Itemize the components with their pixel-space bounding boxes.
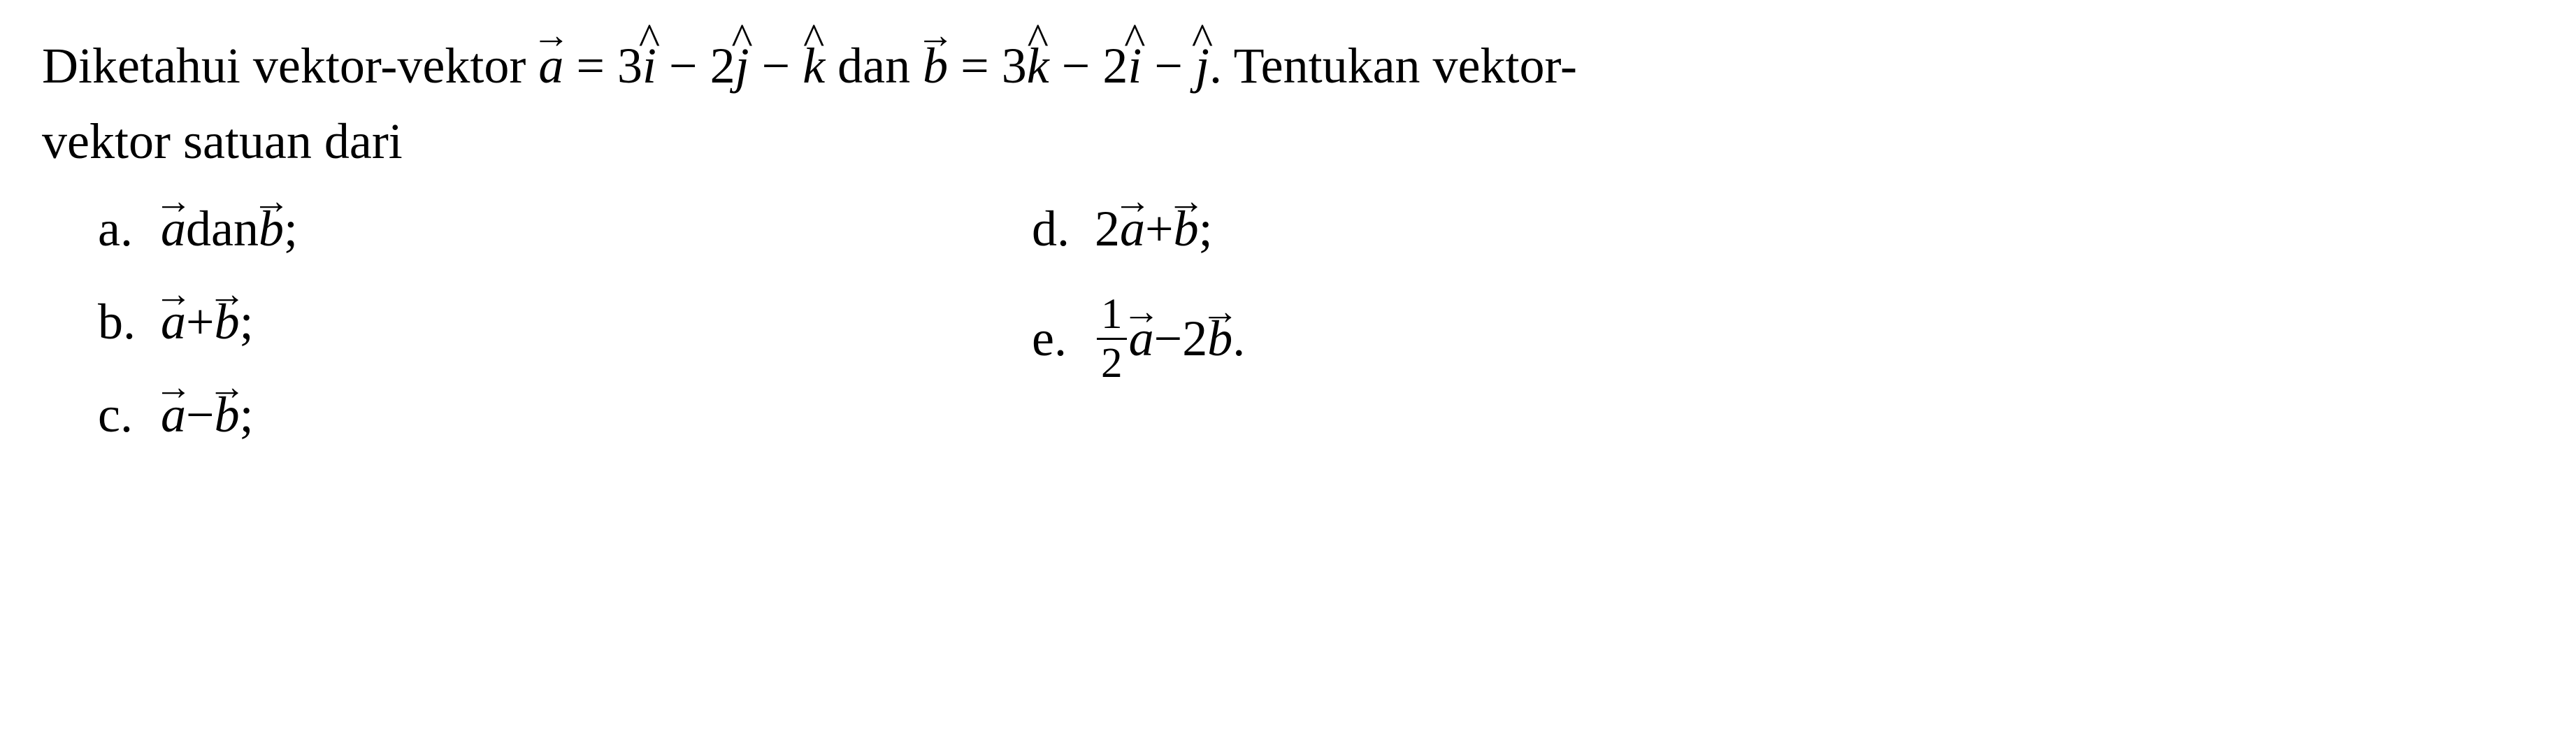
vector-b-symbol: b bbox=[1207, 310, 1232, 368]
minus-sign: − bbox=[749, 38, 803, 94]
minus-sign: − bbox=[1049, 38, 1103, 94]
option-d: d. 2a + b; bbox=[1032, 200, 1245, 258]
coef-3: 3 bbox=[1002, 38, 1027, 94]
line2-text: vektor satuan dari bbox=[42, 113, 403, 169]
unit-j: j bbox=[735, 28, 749, 104]
options-left-column: a. a dan b; b. a + b; c. a − b; bbox=[98, 200, 298, 444]
vector-b-symbol: b bbox=[215, 293, 240, 351]
option-b: b. a + b; bbox=[98, 293, 298, 351]
option-label-c: c. bbox=[98, 386, 161, 444]
vector-a-symbol: a bbox=[1129, 310, 1154, 368]
option-content-c: a − b; bbox=[161, 386, 254, 444]
vector-a-symbol: a bbox=[161, 200, 186, 258]
option-e: e. 1 2 a − 2b. bbox=[1032, 293, 1245, 385]
option-content-e: 1 2 a − 2b. bbox=[1095, 293, 1245, 385]
option-content-b: a + b; bbox=[161, 293, 254, 351]
unit-i: i bbox=[1128, 28, 1142, 104]
unit-j: j bbox=[1195, 28, 1209, 104]
vector-b-symbol: b bbox=[923, 28, 948, 104]
options-right-column: d. 2a + b; e. 1 2 a − 2b. bbox=[1032, 200, 1245, 444]
unit-k: k bbox=[1027, 28, 1049, 104]
vector-b-symbol: b bbox=[259, 200, 284, 258]
option-label-d: d. bbox=[1032, 200, 1095, 258]
vector-b-symbol: b bbox=[215, 386, 240, 444]
option-label-e: e. bbox=[1032, 310, 1095, 368]
unit-k: k bbox=[803, 28, 825, 104]
intro-text: Diketahui vektor-vektor bbox=[42, 38, 538, 94]
connector-dan: dan bbox=[825, 38, 923, 94]
options-container: a. a dan b; b. a + b; c. a − b; d. 2a + … bbox=[42, 200, 2534, 444]
minus-sign: − bbox=[656, 38, 710, 94]
option-label-b: b. bbox=[98, 293, 161, 351]
separator-dan: dan bbox=[186, 200, 259, 258]
minus-sign: − bbox=[1142, 38, 1195, 94]
option-c: c. a − b; bbox=[98, 386, 298, 444]
option-content-a: a dan b; bbox=[161, 200, 298, 258]
option-label-a: a. bbox=[98, 200, 161, 258]
equals-sign: = bbox=[563, 38, 617, 94]
vector-a-symbol: a bbox=[161, 293, 186, 351]
closing-text: . Tentukan vektor- bbox=[1209, 38, 1577, 94]
option-a: a. a dan b; bbox=[98, 200, 298, 258]
vector-a-symbol: a bbox=[538, 28, 563, 104]
vector-a-symbol: a bbox=[161, 386, 186, 444]
vector-b-symbol: b bbox=[1174, 200, 1199, 258]
vector-a-symbol: a bbox=[1120, 200, 1145, 258]
equals-sign: = bbox=[948, 38, 1002, 94]
option-content-d: 2a + b; bbox=[1095, 200, 1213, 258]
problem-statement: Diketahui vektor-vektor a = 3i − 2j − k … bbox=[42, 28, 2534, 179]
fraction-denominator: 2 bbox=[1097, 340, 1127, 385]
unit-i: i bbox=[642, 28, 656, 104]
